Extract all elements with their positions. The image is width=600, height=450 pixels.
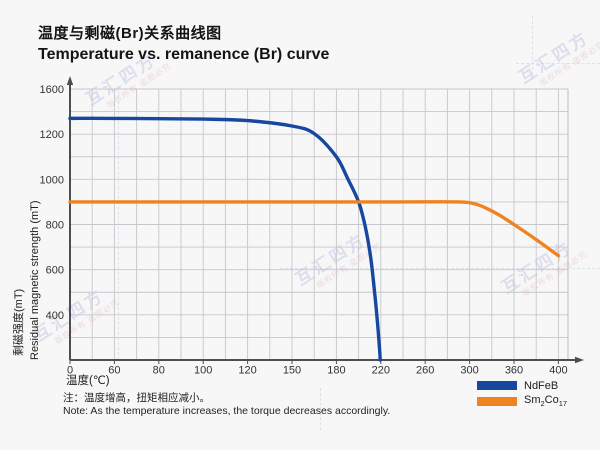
svg-text:1000: 1000 <box>40 174 64 186</box>
legend-label-ndfeb: NdFeB <box>524 379 559 392</box>
svg-text:260: 260 <box>416 365 434 377</box>
svg-text:1200: 1200 <box>40 129 64 141</box>
chart-title-zh: 温度与剩磁(Br)关系曲线图 <box>38 25 222 42</box>
y-axis-title-zh: 剩磁强度(mT) <box>11 289 25 356</box>
svg-text:100: 100 <box>194 365 212 377</box>
svg-text:220: 220 <box>372 365 390 377</box>
svg-text:600: 600 <box>46 265 64 277</box>
tick-labels: 0 60 80 100 120 150 180 220 260 300 360 400 400 600 80… <box>40 84 568 377</box>
legend-swatch-sm2co17 <box>477 397 517 406</box>
dashed-guide-horizontal <box>516 63 600 64</box>
dashed-guide-vertical <box>118 86 119 360</box>
svg-text:400: 400 <box>549 365 567 377</box>
svg-text:800: 800 <box>46 220 64 232</box>
legend-item-ndfeb: NdFeB <box>477 378 567 393</box>
svg-text:400: 400 <box>46 310 64 322</box>
notes: 注：温度增高，扭矩相应减小。 Note: As the temperature … <box>63 392 390 418</box>
dashed-guide-horizontal <box>280 268 600 269</box>
legend-label-sm2co17: Sm2Co17 <box>524 394 568 409</box>
legend-item-sm2co17: Sm2Co17 <box>477 394 567 409</box>
series-line-sm2co17 <box>68 200 561 258</box>
series-curves <box>68 116 561 362</box>
grid-lines <box>70 88 569 360</box>
x-axis-title: 温度(℃) <box>66 373 110 387</box>
svg-text:150: 150 <box>283 365 301 377</box>
note-zh: 注：温度增高，扭矩相应减小。 <box>63 392 210 404</box>
legend: NdFeB Sm2Co17 <box>477 378 567 410</box>
svg-text:60: 60 <box>108 365 120 377</box>
note-en: Note: As the temperature increases, the … <box>63 405 391 417</box>
legend-swatch-ndfeb <box>477 381 517 390</box>
svg-text:300: 300 <box>460 365 478 377</box>
dashed-guide-vertical <box>320 388 321 430</box>
dashed-guide-vertical <box>532 16 533 80</box>
svg-text:1600: 1600 <box>40 84 64 96</box>
series-line-ndfeb <box>68 116 382 362</box>
svg-text:180: 180 <box>327 365 345 377</box>
axes <box>66 76 584 364</box>
chart-title-en: Temperature vs. remanence (Br) curve <box>38 46 330 63</box>
title-block: 温度与剩磁(Br)关系曲线图 Temperature vs. remanence… <box>38 24 329 66</box>
svg-text:120: 120 <box>238 365 256 377</box>
y-axis-title-en: Residual magnetic strength (mT) <box>29 200 41 360</box>
svg-text:360: 360 <box>505 365 523 377</box>
svg-text:80: 80 <box>153 365 165 377</box>
svg-text:0: 0 <box>67 365 73 377</box>
